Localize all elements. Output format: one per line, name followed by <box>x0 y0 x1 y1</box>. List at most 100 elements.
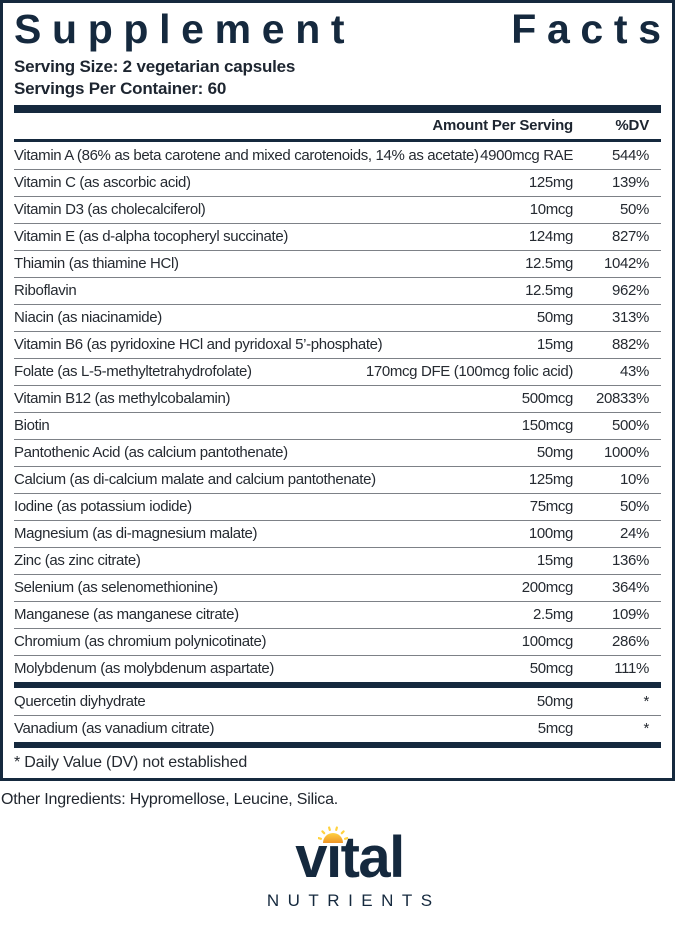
nutrient-name: Vanadium (as vanadium citrate) <box>14 720 215 738</box>
nutrient-amount: 100mcg <box>521 633 574 651</box>
nutrient-name: Vitamin B6 (as pyridoxine HCl and pyrido… <box>14 336 383 354</box>
nutrient-name: Magnesium (as di-magnesium malate) <box>14 525 258 543</box>
title-word-supplement: Supplement <box>14 6 356 52</box>
column-header-dv: %DV <box>615 117 649 135</box>
nutrient-amount: 200mcg <box>521 579 574 597</box>
nutrient-dv: 50% <box>620 201 649 219</box>
nutrient-dv: 500% <box>612 417 649 435</box>
nutrient-dv: 313% <box>612 309 649 327</box>
nutrient-dv: 24% <box>620 525 649 543</box>
nutrient-amount: 5mcg <box>537 720 574 738</box>
table-header-row: Amount Per Serving %DV <box>14 113 661 142</box>
nutrient-table: Vitamin A (86% as beta carotene and mixe… <box>14 142 661 682</box>
table-row: Vitamin D3 (as cholecalciferol) 10mcg 50… <box>14 195 661 223</box>
nutrient-dv: 20833% <box>596 390 649 408</box>
nutrient-dv: 50% <box>620 498 649 516</box>
table-row: Zinc (as zinc citrate) 15mg 136% <box>14 546 661 574</box>
supplement-facts-panel: Supplement Facts Serving Size: 2 vegetar… <box>0 0 675 781</box>
divider-thick-top <box>14 104 661 113</box>
nutrient-name: Riboflavin <box>14 282 77 300</box>
column-header-amount: Amount Per Serving <box>432 117 573 135</box>
nutrient-dv: 882% <box>612 336 649 354</box>
nutrient-name: Vitamin D3 (as cholecalciferol) <box>14 201 206 219</box>
table-row: Vitamin C (as ascorbic acid) 125mg 139% <box>14 168 661 196</box>
nutrient-amount: 2.5mg <box>533 606 573 624</box>
nutrient-dv: 827% <box>612 228 649 246</box>
nutrient-name: Thiamin (as thiamine HCl) <box>14 255 179 273</box>
table-row: Folate (as L-5-methyltetrahydrofolate) 1… <box>14 357 661 385</box>
nutrient-amount: 124mg <box>528 228 573 246</box>
nutrient-dv: 962% <box>612 282 649 300</box>
nutrient-amount: 150mcg <box>521 417 574 435</box>
nutrient-amount: 50mcg <box>529 660 574 678</box>
nutrient-name: Biotin <box>14 417 50 435</box>
nutrient-name: Niacin (as niacinamide) <box>14 309 162 327</box>
nutrient-dv: 136% <box>612 552 649 570</box>
nutrient-amount: 15mg <box>536 336 573 354</box>
nutrient-name: Iodine (as potassium iodide) <box>14 498 192 516</box>
nutrient-amount: 500mcg <box>521 390 574 408</box>
other-ingredients: Other Ingredients: Hypromellose, Leucine… <box>1 790 339 808</box>
nutrient-amount: 100mg <box>528 525 573 543</box>
nutrient-name: Pantothenic Acid (as calcium pantothenat… <box>14 444 288 462</box>
table-row: Magnesium (as di-magnesium malate) 100mg… <box>14 519 661 547</box>
nutrient-name: Vitamin C (as ascorbic acid) <box>14 174 191 192</box>
table-row: Biotin 150mcg 500% <box>14 411 661 439</box>
nutrient-name: Molybdenum (as molybdenum aspartate) <box>14 660 275 678</box>
table-row: Quercetin diyhydrate 50mg * <box>14 688 661 715</box>
table-row: Pantothenic Acid (as calcium pantothenat… <box>14 438 661 466</box>
nutrient-dv: 111% <box>614 660 649 678</box>
nutrient-amount: 125mg <box>528 471 573 489</box>
table-row: Niacin (as niacinamide) 50mg 313% <box>14 303 661 331</box>
nutrient-name: Vitamin A (86% as beta carotene and mixe… <box>14 146 479 164</box>
divider-thick-bottom <box>14 741 661 748</box>
nutrient-dv: 139% <box>612 174 649 192</box>
nutrient-dv: 10% <box>620 471 649 489</box>
table-row: Calcium (as di-calcium malate and calciu… <box>14 465 661 493</box>
servings-per-container: Servings Per Container: 60 <box>14 78 227 98</box>
nutrient-dv: 43% <box>620 363 649 381</box>
logo-subtext: NUTRIENTS <box>266 890 441 910</box>
table-row: Chromium (as chromium polynicotinate) 10… <box>14 627 661 655</box>
brand-letters-tal: tal <box>340 824 406 890</box>
nutrient-name: Folate (as L-5-methyltetrahydrofolate) <box>14 363 252 381</box>
nutrient-amount: 50mg <box>536 692 573 710</box>
nutrient-name: Quercetin diyhydrate <box>14 692 146 710</box>
nutrient-name: Zinc (as zinc citrate) <box>14 552 141 570</box>
nutrient-name: Vitamin B12 (as methylcobalamin) <box>14 390 231 408</box>
table-row: Iodine (as potassium iodide) 75mcg 50% <box>14 492 661 520</box>
title-word-facts: Facts <box>511 6 672 52</box>
daily-value-footnote: * Daily Value (DV) not established <box>14 753 248 771</box>
nutrient-dv: * <box>643 720 650 738</box>
serving-size: Serving Size: 2 vegetarian capsules <box>14 56 296 76</box>
nutrient-amount: 12.5mg <box>525 282 573 300</box>
logo-wordmark: v ıtal <box>295 817 406 890</box>
brand-letter-i-wrap: ı <box>318 826 349 887</box>
nutrient-amount: 12.5mg <box>525 255 573 273</box>
divider-thick-middle <box>14 681 661 688</box>
nutrient-amount: 10mcg <box>529 201 574 219</box>
nutrient-dv: * <box>643 692 650 710</box>
brand-logo: v ıtal NUTRIENTS <box>10 817 679 911</box>
nutrient-amount: 170mcg DFE (100mcg folic acid) <box>365 363 573 381</box>
table-row: Thiamin (as thiamine HCl) 12.5mg 1042% <box>14 249 661 277</box>
nutrient-name: Calcium (as di-calcium malate and calciu… <box>14 471 376 489</box>
nutrient-name: Selenium (as selenomethionine) <box>14 579 218 597</box>
table-row: Vitamin B12 (as methylcobalamin) 500mcg … <box>14 384 661 412</box>
nutrient-name: Chromium (as chromium polynicotinate) <box>14 633 267 651</box>
nutrient-name: Vitamin E (as d-alpha tocopheryl succina… <box>14 228 288 246</box>
nutrient-dv: 544% <box>612 146 649 164</box>
table-row: Vanadium (as vanadium citrate) 5mcg * <box>14 714 661 742</box>
nutrient-dv: 364% <box>612 579 649 597</box>
table-row: Manganese (as manganese citrate) 2.5mg 1… <box>14 600 661 628</box>
table-row: Molybdenum (as molybdenum aspartate) 50m… <box>14 654 661 682</box>
nutrient-amount: 50mg <box>536 309 573 327</box>
starred-nutrient-table: Quercetin diyhydrate 50mg * Vanadium (as… <box>14 688 661 742</box>
nutrient-dv: 1042% <box>604 255 649 273</box>
nutrient-dv: 109% <box>612 606 649 624</box>
brand-letter-v: v <box>295 824 327 890</box>
table-row: Selenium (as selenomethionine) 200mcg 36… <box>14 573 661 601</box>
nutrient-amount: 75mcg <box>529 498 574 516</box>
nutrient-amount: 50mg <box>536 444 573 462</box>
nutrient-dv: 286% <box>612 633 649 651</box>
